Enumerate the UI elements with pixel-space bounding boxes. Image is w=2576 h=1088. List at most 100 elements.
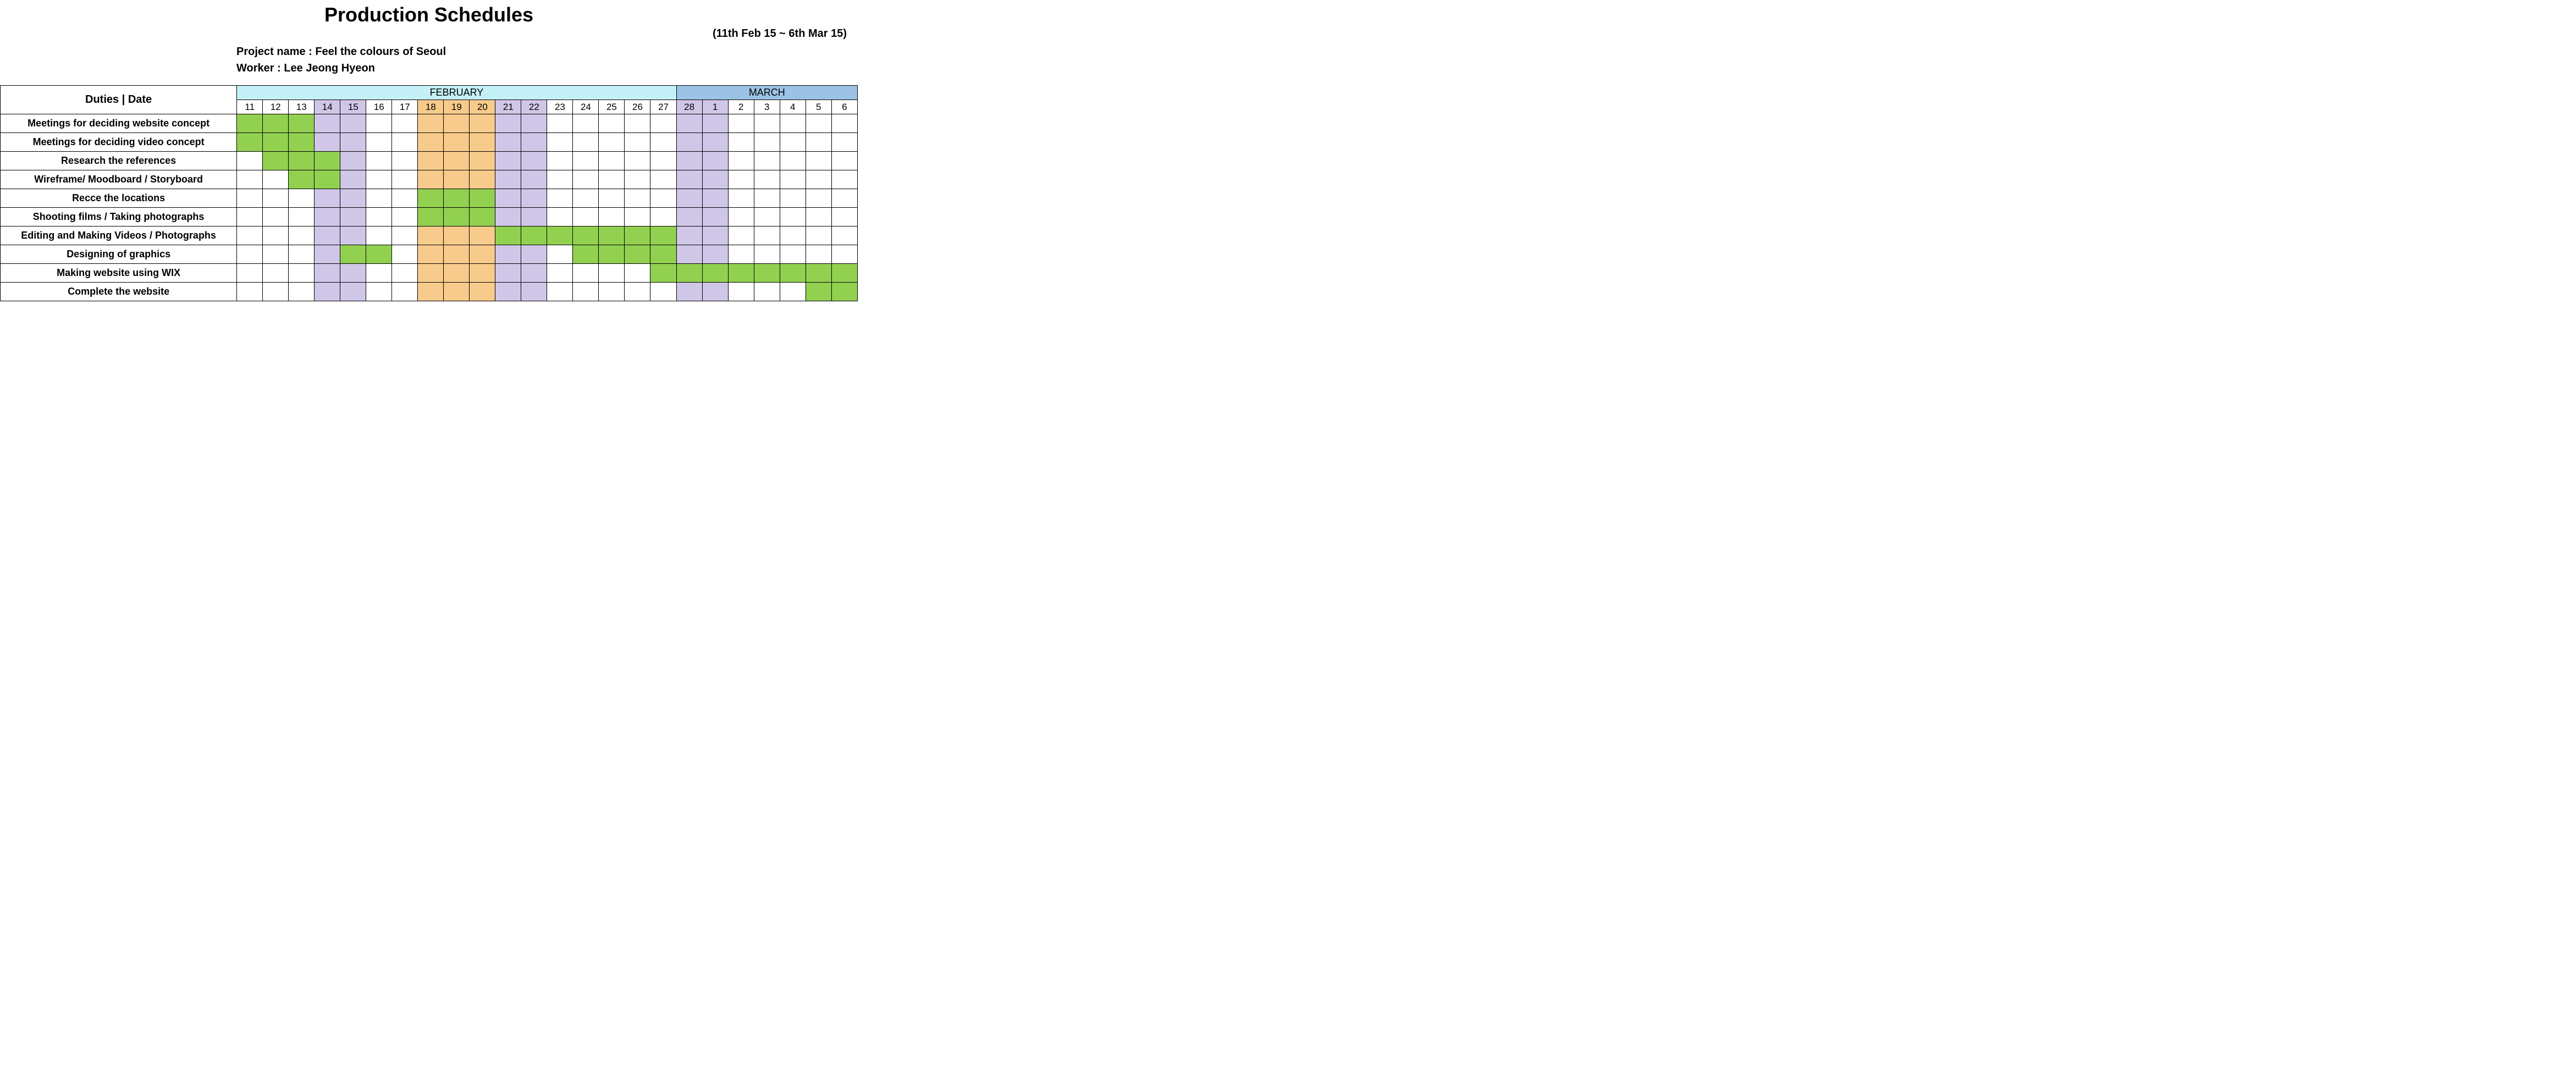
gantt-cell	[315, 227, 340, 245]
gantt-cell	[625, 189, 650, 208]
gantt-cell	[315, 114, 340, 133]
gantt-cell	[418, 170, 444, 189]
gantt-cell	[263, 245, 289, 264]
gantt-cell	[573, 208, 599, 227]
gantt-cell	[366, 208, 392, 227]
gantt-cell	[728, 245, 754, 264]
gantt-cell	[521, 170, 547, 189]
gantt-cell	[780, 283, 806, 301]
gantt-cell	[237, 189, 263, 208]
task-name: Complete the website	[1, 283, 237, 301]
gantt-cell	[573, 227, 599, 245]
day-header: 27	[650, 100, 676, 114]
day-header: 11	[237, 100, 263, 114]
worker-name: Lee Jeong Hyeon	[284, 62, 375, 74]
gantt-cell	[806, 189, 831, 208]
gantt-cell	[470, 133, 495, 152]
day-header: 24	[573, 100, 599, 114]
gantt-cell	[289, 227, 315, 245]
gantt-cell	[547, 227, 573, 245]
day-header: 16	[366, 100, 392, 114]
gantt-cell	[237, 114, 263, 133]
gantt-cell	[831, 264, 857, 283]
task-row: Meetings for deciding video concept	[1, 133, 858, 152]
gantt-cell	[444, 264, 470, 283]
gantt-cell	[263, 264, 289, 283]
gantt-cell	[650, 264, 676, 283]
gantt-cell	[754, 283, 780, 301]
day-header: 3	[754, 100, 780, 114]
gantt-cell	[702, 152, 728, 170]
gantt-cell	[315, 152, 340, 170]
gantt-cell	[676, 245, 702, 264]
gantt-cell	[831, 152, 857, 170]
task-row: Recce the locations	[1, 189, 858, 208]
gantt-cell	[470, 189, 495, 208]
day-header: 1	[702, 100, 728, 114]
gantt-cell	[754, 208, 780, 227]
gantt-cell	[573, 245, 599, 264]
date-range: (11th Feb 15 ~ 6th Mar 15)	[0, 27, 858, 43]
meta-block: Project name : Feel the colours of Seoul…	[0, 43, 858, 85]
gantt-cell	[289, 189, 315, 208]
gantt-cell	[599, 133, 625, 152]
gantt-cell	[263, 114, 289, 133]
gantt-cell	[547, 189, 573, 208]
page-title: Production Schedules	[0, 0, 858, 27]
gantt-cell	[806, 133, 831, 152]
gantt-cell	[625, 283, 650, 301]
gantt-cell	[340, 170, 366, 189]
task-row: Making website using WIX	[1, 264, 858, 283]
task-name: Shooting films / Taking photographs	[1, 208, 237, 227]
gantt-cell	[444, 170, 470, 189]
gantt-cell	[599, 114, 625, 133]
gantt-cell	[831, 114, 857, 133]
gantt-cell	[702, 245, 728, 264]
gantt-cell	[728, 114, 754, 133]
gantt-cell	[702, 283, 728, 301]
gantt-cell	[237, 245, 263, 264]
gantt-cell	[831, 245, 857, 264]
gantt-cell	[625, 264, 650, 283]
gantt-cell	[444, 114, 470, 133]
gantt-cell	[495, 189, 521, 208]
gantt-cell	[418, 189, 444, 208]
gantt-cell	[289, 152, 315, 170]
gantt-cell	[444, 245, 470, 264]
gantt-cell	[676, 227, 702, 245]
gantt-cell	[392, 189, 418, 208]
gantt-cell	[702, 114, 728, 133]
gantt-cell	[495, 264, 521, 283]
day-header: 15	[340, 100, 366, 114]
gantt-cell	[392, 170, 418, 189]
gantt-cell	[263, 170, 289, 189]
gantt-cell	[650, 189, 676, 208]
gantt-cell	[495, 208, 521, 227]
gantt-cell	[599, 189, 625, 208]
day-header: 21	[495, 100, 521, 114]
task-row: Wireframe/ Moodboard / Storyboard	[1, 170, 858, 189]
day-header: 4	[780, 100, 806, 114]
gantt-cell	[599, 283, 625, 301]
gantt-cell	[650, 114, 676, 133]
gantt-cell	[315, 189, 340, 208]
gantt-cell	[547, 170, 573, 189]
gantt-cell	[444, 283, 470, 301]
gantt-cell	[392, 264, 418, 283]
gantt-cell	[547, 283, 573, 301]
production-schedule-sheet: Production Schedules (11th Feb 15 ~ 6th …	[0, 0, 858, 301]
gantt-cell	[831, 208, 857, 227]
gantt-cell	[806, 170, 831, 189]
gantt-cell	[340, 245, 366, 264]
gantt-cell	[728, 133, 754, 152]
gantt-cell	[495, 170, 521, 189]
gantt-cell	[470, 264, 495, 283]
gantt-cell	[521, 152, 547, 170]
day-header: 5	[806, 100, 831, 114]
gantt-cell	[263, 227, 289, 245]
gantt-cell	[340, 227, 366, 245]
gantt-table: Duties | DateFEBRUARYMARCH11121314151617…	[0, 85, 858, 301]
gantt-cell	[289, 208, 315, 227]
gantt-cell	[806, 227, 831, 245]
gantt-cell	[418, 114, 444, 133]
